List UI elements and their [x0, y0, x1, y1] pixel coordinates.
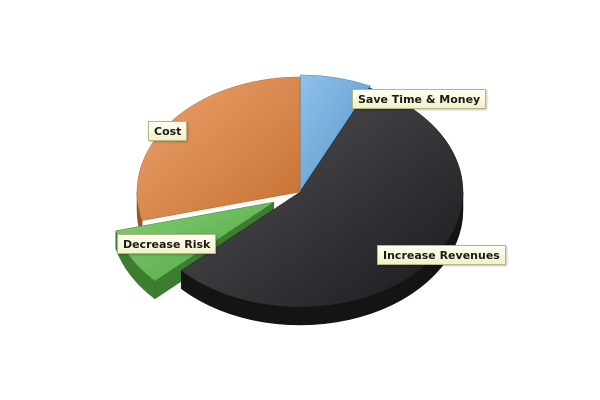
slice-label-increase-revenues: Increase Revenues [377, 245, 506, 265]
pie-slice-cost[interactable] [136, 76, 301, 221]
slice-label-decrease-risk: Decrease Risk [117, 234, 217, 254]
slice-label-cost: Cost [148, 121, 188, 141]
slice-label-save-time-money: Save Time & Money [352, 89, 487, 109]
